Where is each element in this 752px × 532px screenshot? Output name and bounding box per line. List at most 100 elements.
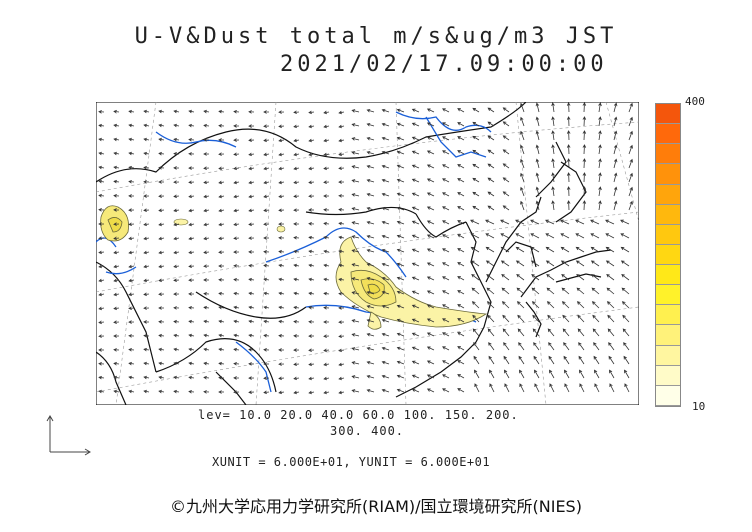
wind-arrow [457,234,465,239]
wind-arrow [308,180,315,185]
wind-arrow [113,222,120,226]
wind-arrow [457,192,465,197]
wind-arrow [628,130,633,141]
wind-arrow [173,222,180,227]
wind-arrow [188,123,195,128]
wind-arrow [248,376,255,380]
wind-arrow [381,136,390,141]
wind-arrow [203,236,210,241]
wind-arrow [628,102,633,113]
wind-arrow [426,248,435,253]
wind-arrow [411,262,420,267]
wind-arrow [128,334,135,338]
wind-arrow [188,361,195,366]
wind-arrow [338,306,345,310]
wind-arrow [551,186,555,197]
wind-arrow [575,233,585,239]
wind-arrow [113,292,120,297]
wind-arrow [113,334,120,338]
wind-arrow [143,109,150,114]
wind-arrow [426,346,435,351]
colorbar-segment [656,345,680,366]
wind-arrow [233,319,240,324]
wind-arrow [98,362,105,366]
wind-arrow [593,355,600,365]
wind-arrow [278,222,285,226]
wind-arrow [472,205,480,211]
wind-arrow [502,163,510,169]
wind-arrow [473,342,480,351]
wind-arrow [591,301,600,309]
wind-arrow [98,264,105,269]
wind-arrow [411,234,420,239]
wind-arrow [622,328,630,337]
dust-wind-map [96,102,639,405]
wind-arrow [158,194,165,198]
wind-arrow [426,360,435,365]
wind-arrow [308,291,315,296]
wind-arrow [293,124,300,129]
wind-arrow [576,301,585,309]
wind-arrow [396,388,405,393]
wind-arrow [396,206,405,211]
dust-plume [335,236,488,330]
wind-arrow [338,348,345,353]
colorbar-segment [656,144,680,165]
wind-arrow [620,246,630,253]
wind-arrow [366,122,375,127]
wind-arrow [218,124,225,128]
wind-arrow [98,334,105,338]
wind-arrow [474,383,480,393]
wind-arrow [381,192,390,197]
wind-arrow [535,116,540,127]
wind-arrow [545,219,555,225]
wind-arrow [293,180,300,185]
wind-arrow [566,102,571,113]
wind-arrow [233,152,240,157]
wind-arrow [531,287,540,295]
wind-arrow [489,383,495,393]
wind-arrow [218,390,225,394]
wind-arrow [411,150,420,155]
wind-arrow [293,249,300,254]
wind-arrow [396,122,405,127]
wind-arrow [396,108,405,113]
colorbar-segment [656,204,680,225]
wind-arrow [323,110,330,115]
wind-arrow [128,208,135,212]
wind-arrow [263,305,270,310]
wind-arrow [442,122,450,127]
wind-arrow [98,137,105,142]
wind-arrow [323,277,330,282]
wind-arrow [366,374,375,379]
wind-arrow [605,260,615,267]
wind-arrow [549,383,555,393]
wind-arrow [381,374,390,379]
wind-arrow [623,355,630,365]
wind-arrow [188,333,195,338]
wind-arrow [502,191,510,197]
wind-arrow [128,389,135,394]
wind-arrow [470,246,480,253]
wind-arrow [143,389,150,394]
wind-arrow [188,152,195,156]
wind-arrow [530,246,540,253]
wind-arrow [248,166,255,171]
wind-arrow [173,375,180,380]
wind-arrow [549,369,555,379]
wind-arrow [203,333,210,338]
wind-arrow [515,260,525,267]
wind-arrow [487,135,495,141]
wind-arrow [551,130,555,141]
wind-arrow [351,375,360,379]
wind-arrow [143,208,150,213]
wind-arrow [396,248,405,253]
wind-arrow [628,158,633,169]
wind-arrow [143,165,150,170]
wind-arrow [621,287,630,295]
wind-arrow [113,250,120,255]
wind-arrow [338,390,345,395]
wind-arrow [338,207,345,212]
wind-arrow [366,290,375,295]
wind-arrow [218,208,225,213]
